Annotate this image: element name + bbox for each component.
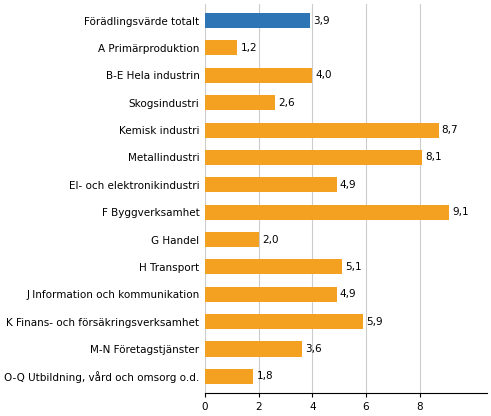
Bar [205,232,259,247]
Bar [205,369,253,384]
Bar [205,342,301,357]
Bar [205,287,336,302]
Bar [205,260,342,275]
Text: 4,9: 4,9 [340,180,356,190]
Text: 5,1: 5,1 [345,262,362,272]
Text: 5,9: 5,9 [367,317,383,327]
Text: 9,1: 9,1 [453,207,469,217]
Bar [205,68,312,83]
Text: 2,6: 2,6 [278,98,295,108]
Bar [205,13,310,28]
Bar [205,95,275,110]
Bar [205,123,438,138]
Bar [205,314,363,329]
Bar [205,205,449,220]
Bar [205,177,336,192]
Text: 4,9: 4,9 [340,289,356,299]
Bar [205,40,237,55]
Text: 1,2: 1,2 [241,43,257,53]
Text: 2,0: 2,0 [262,235,278,245]
Text: 8,1: 8,1 [426,152,442,162]
Bar [205,150,422,165]
Text: 4,0: 4,0 [316,70,332,80]
Text: 3,6: 3,6 [305,344,322,354]
Text: 8,7: 8,7 [442,125,459,135]
Text: 3,9: 3,9 [313,15,329,26]
Text: 1,8: 1,8 [256,371,273,381]
